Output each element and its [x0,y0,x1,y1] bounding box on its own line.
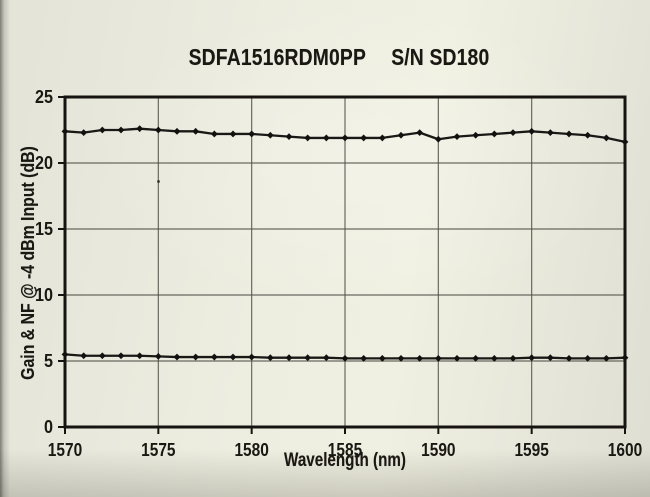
y-tick-label: 5 [44,351,53,371]
nf-series-markers [61,351,629,362]
gain-series-markers [61,125,629,146]
y-tick-label: 0 [44,417,53,437]
y-tick-label: 25 [35,87,53,107]
x-tick-label: 1575 [141,440,175,460]
model-number: SDFA1516RDM0PP [188,44,367,70]
x-axis-label: Wavelength (nm) [284,450,406,471]
chart-title: SDFA1516RDM0PP S/N SD180 [79,44,598,71]
x-tick-label: 1595 [514,440,548,460]
photo-speck [157,180,160,183]
x-tick-label: 1580 [234,440,268,460]
x-tick-label: 1570 [48,440,82,460]
plot-frame [63,95,627,429]
x-tick-label: 1590 [421,440,455,460]
y-tick-label: 10 [35,285,53,305]
x-tick-label: 1600 [608,440,642,460]
serial-number: S/N SD180 [391,44,490,70]
y-tick-label: 20 [35,153,53,173]
y-tick-label: 15 [35,219,53,239]
x-tick-label: 1585 [328,440,362,460]
